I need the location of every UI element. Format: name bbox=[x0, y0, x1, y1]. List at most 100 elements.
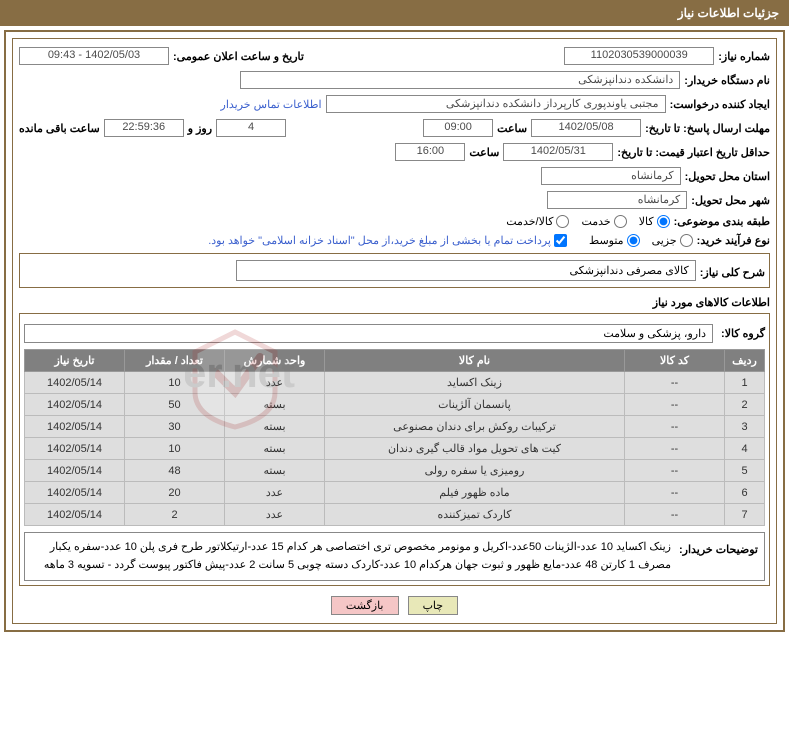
checkbox-pay-note[interactable] bbox=[554, 234, 567, 247]
back-button[interactable]: بازگشت bbox=[331, 596, 399, 615]
label-requester: ایجاد کننده درخواست: bbox=[670, 98, 770, 111]
items-thead: ردیف کد کالا نام کالا واحد شمارش تعداد /… bbox=[25, 350, 765, 372]
page-title: جزئیات اطلاعات نیاز bbox=[678, 6, 779, 20]
table-cell: -- bbox=[625, 460, 725, 482]
field-validity-date: 1402/05/31 bbox=[503, 143, 613, 161]
label-need-desc: شرح کلی نیاز: bbox=[700, 266, 765, 279]
table-row: 2--پانسمان آلژیناتبسته501402/05/14 bbox=[25, 394, 765, 416]
table-cell: 6 bbox=[725, 482, 765, 504]
table-cell: 1402/05/14 bbox=[25, 372, 125, 394]
row-subject-cat: طبقه بندی موضوعی: کالا خدمت کالا/خدمت bbox=[19, 215, 770, 228]
label-announce-dt: تاریخ و ساعت اعلان عمومی: bbox=[173, 50, 304, 63]
field-city: کرمانشاه bbox=[547, 191, 687, 209]
table-cell: 3 bbox=[725, 416, 765, 438]
field-requester: مجتبی یاوندپوری کارپرداز دانشکده دندانپز… bbox=[326, 95, 666, 113]
table-cell: زینک اکساید bbox=[325, 372, 625, 394]
row-province: استان محل تحویل: کرمانشاه bbox=[19, 167, 770, 185]
table-cell: ماده ظهور فیلم bbox=[325, 482, 625, 504]
table-cell: عدد bbox=[225, 504, 325, 526]
th-unit: واحد شمارش bbox=[225, 350, 325, 372]
table-cell: ترکیبات روکش برای دندان مصنوعی bbox=[325, 416, 625, 438]
radio-medium-label: متوسط bbox=[589, 234, 624, 247]
label-buyer-org: نام دستگاه خریدار: bbox=[684, 74, 770, 87]
th-name: نام کالا bbox=[325, 350, 625, 372]
radio-small-input[interactable] bbox=[680, 234, 693, 247]
field-deadline-time: 09:00 bbox=[423, 119, 493, 137]
table-cell: 5 bbox=[725, 460, 765, 482]
radio-goods-input[interactable] bbox=[657, 215, 670, 228]
table-cell: عدد bbox=[225, 372, 325, 394]
label-need-no: شماره نیاز: bbox=[718, 50, 770, 63]
label-days-and: روز و bbox=[188, 122, 212, 135]
label-purchase-type: نوع فرآیند خرید: bbox=[697, 234, 770, 247]
label-remain: ساعت باقی مانده bbox=[19, 122, 100, 135]
row-purchase-type: نوع فرآیند خرید: جزیی متوسط پرداخت تمام … bbox=[19, 234, 770, 247]
table-row: 6--ماده ظهور فیلمعدد201402/05/14 bbox=[25, 482, 765, 504]
th-qty: تعداد / مقدار bbox=[125, 350, 225, 372]
main-panel: شماره نیاز: 1102030539000039 تاریخ و ساع… bbox=[4, 30, 785, 632]
field-buyer-org: دانشکده دندانپزشکی bbox=[240, 71, 680, 89]
label-group: گروه کالا: bbox=[721, 327, 765, 340]
table-cell: 4 bbox=[725, 438, 765, 460]
radio-small-label: جزیی bbox=[652, 234, 677, 247]
label-province: استان محل تحویل: bbox=[685, 170, 770, 183]
row-deadline: مهلت ارسال پاسخ: تا تاریخ: 1402/05/08 سا… bbox=[19, 119, 770, 137]
table-cell: 10 bbox=[125, 372, 225, 394]
table-cell: -- bbox=[625, 504, 725, 526]
field-province: کرمانشاه bbox=[541, 167, 681, 185]
table-cell: 30 bbox=[125, 416, 225, 438]
th-date: تاریخ نیاز bbox=[25, 350, 125, 372]
link-contact-buyer[interactable]: اطلاعات تماس خریدار bbox=[221, 98, 322, 111]
field-need-desc: کالای مصرفی دندانپزشکی bbox=[236, 260, 696, 281]
table-cell: کیت های تحویل مواد قالب گیری دندان bbox=[325, 438, 625, 460]
table-cell: عدد bbox=[225, 482, 325, 504]
field-remain-time: 22:59:36 bbox=[104, 119, 184, 137]
row-requester: ایجاد کننده درخواست: مجتبی یاوندپوری کار… bbox=[19, 95, 770, 113]
table-row: 3--ترکیبات روکش برای دندان مصنوعیبسته301… bbox=[25, 416, 765, 438]
label-hour-1: ساعت bbox=[497, 122, 527, 135]
radio-both[interactable]: کالا/خدمت bbox=[506, 215, 569, 228]
table-cell: کاردک تمیزکننده bbox=[325, 504, 625, 526]
items-box: گروه کالا: دارو، پزشکی و سلامت ردیف کد ک… bbox=[19, 313, 770, 586]
table-cell: بسته bbox=[225, 460, 325, 482]
items-tbody: 1--زینک اکسایدعدد101402/05/142--پانسمان … bbox=[25, 372, 765, 526]
radio-service-input[interactable] bbox=[614, 215, 627, 228]
table-cell: -- bbox=[625, 438, 725, 460]
table-cell: 1402/05/14 bbox=[25, 460, 125, 482]
radio-service[interactable]: خدمت bbox=[581, 215, 626, 228]
label-deadline: مهلت ارسال پاسخ: تا تاریخ: bbox=[645, 122, 770, 135]
row-buyer-org: نام دستگاه خریدار: دانشکده دندانپزشکی bbox=[19, 71, 770, 89]
table-cell: رومیزی یا سفره رولی bbox=[325, 460, 625, 482]
radio-service-label: خدمت bbox=[581, 215, 610, 228]
radio-both-input[interactable] bbox=[556, 215, 569, 228]
row-validity: حداقل تاریخ اعتبار قیمت: تا تاریخ: 1402/… bbox=[19, 143, 770, 161]
table-row: 1--زینک اکسایدعدد101402/05/14 bbox=[25, 372, 765, 394]
field-group: دارو، پزشکی و سلامت bbox=[24, 324, 713, 343]
buyer-notes-box: توضیحات خریدار: زینک اکساید 10 عدد-الژین… bbox=[24, 532, 765, 581]
label-city: شهر محل تحویل: bbox=[691, 194, 770, 207]
print-button[interactable]: چاپ bbox=[408, 596, 459, 615]
pay-note-text: پرداخت تمام یا بخشی از مبلغ خرید،از محل … bbox=[208, 234, 551, 247]
field-deadline-date: 1402/05/08 bbox=[531, 119, 641, 137]
row-need-no: شماره نیاز: 1102030539000039 تاریخ و ساع… bbox=[19, 47, 770, 65]
table-cell: 1402/05/14 bbox=[25, 438, 125, 460]
table-cell: 2 bbox=[125, 504, 225, 526]
table-cell: 2 bbox=[725, 394, 765, 416]
table-cell: 1402/05/14 bbox=[25, 416, 125, 438]
table-cell: 10 bbox=[125, 438, 225, 460]
footer-buttons: چاپ بازگشت bbox=[19, 596, 770, 615]
radio-medium-input[interactable] bbox=[627, 234, 640, 247]
radio-small[interactable]: جزیی bbox=[652, 234, 693, 247]
need-desc-box: شرح کلی نیاز: کالای مصرفی دندانپزشکی bbox=[19, 253, 770, 288]
row-city: شهر محل تحویل: کرمانشاه bbox=[19, 191, 770, 209]
table-cell: -- bbox=[625, 372, 725, 394]
items-table: ردیف کد کالا نام کالا واحد شمارش تعداد /… bbox=[24, 349, 765, 526]
field-announce-dt: 1402/05/03 - 09:43 bbox=[19, 47, 169, 65]
table-cell: 50 bbox=[125, 394, 225, 416]
pay-note-wrap[interactable]: پرداخت تمام یا بخشی از مبلغ خرید،از محل … bbox=[208, 234, 567, 247]
radio-goods[interactable]: کالا bbox=[639, 215, 670, 228]
row-group: گروه کالا: دارو، پزشکی و سلامت bbox=[24, 324, 765, 343]
label-items-info: اطلاعات کالاهای مورد نیاز bbox=[19, 296, 770, 309]
radio-medium[interactable]: متوسط bbox=[589, 234, 640, 247]
table-cell: 20 bbox=[125, 482, 225, 504]
